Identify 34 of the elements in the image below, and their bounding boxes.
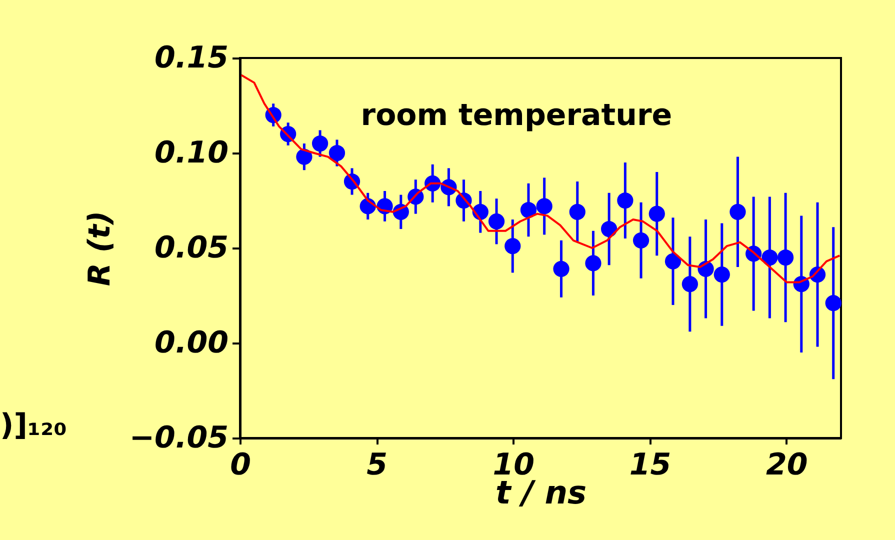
annotation: room temperature — [360, 98, 672, 133]
point — [777, 249, 794, 266]
x-axis-title: t / ns — [495, 474, 587, 512]
point — [601, 220, 618, 238]
point — [682, 276, 698, 292]
y-tick-label: 0.15 — [154, 40, 228, 76]
y-tick-label: 0.05 — [154, 230, 228, 266]
point — [312, 135, 328, 152]
point — [664, 253, 682, 270]
point — [536, 198, 552, 214]
point — [714, 266, 730, 283]
y-tick-label: −0.05 — [129, 420, 228, 456]
y-tick-label: 0.10 — [154, 136, 228, 170]
point — [762, 249, 778, 266]
point — [585, 255, 602, 272]
point — [520, 202, 537, 218]
x-tick-label: 15 — [629, 448, 672, 482]
point — [328, 144, 346, 162]
y-axis-title: R (t) — [82, 210, 118, 286]
point — [504, 238, 521, 254]
x-tick-label: 5 — [366, 448, 388, 482]
point — [488, 213, 505, 230]
point — [730, 204, 746, 220]
point — [648, 206, 665, 222]
point — [617, 192, 634, 209]
point — [825, 295, 842, 312]
point — [553, 260, 570, 277]
x-tick-label: 0 — [230, 448, 251, 482]
point — [569, 204, 586, 220]
x-tick-label: 20 — [766, 448, 808, 482]
point — [296, 148, 312, 165]
y-tick-label: 0.00 — [154, 326, 228, 360]
point — [632, 232, 650, 248]
text: )]₁₂₀ — [0, 408, 67, 443]
